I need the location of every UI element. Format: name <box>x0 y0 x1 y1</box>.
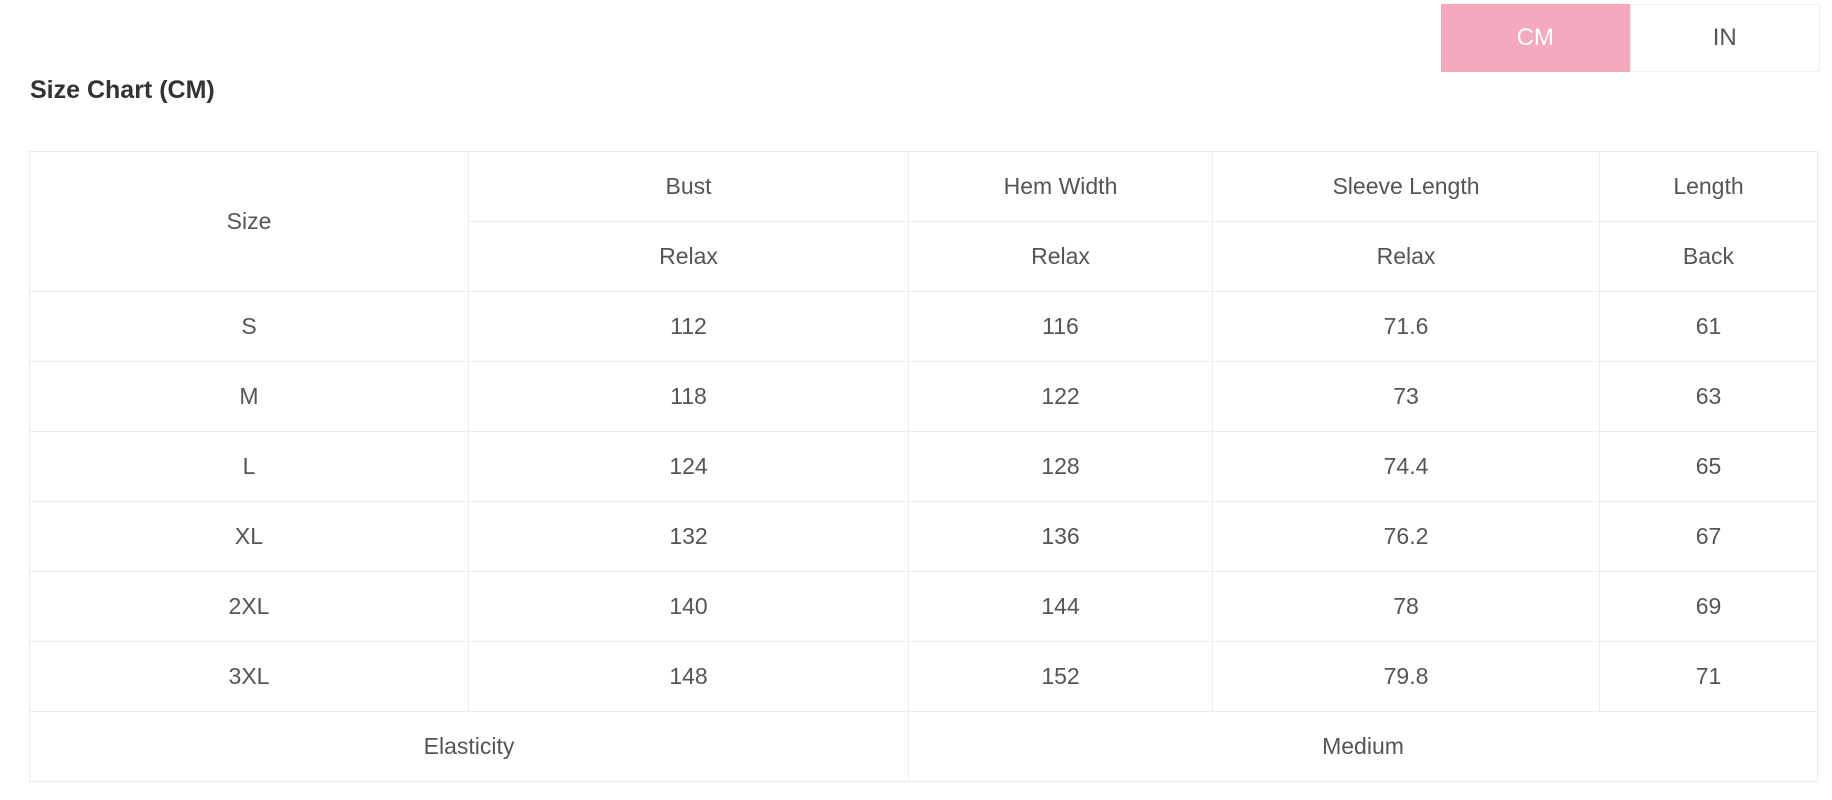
size-chart-table: Size Bust Hem Width Sleeve Length Length… <box>29 151 1818 782</box>
value-cell: 118 <box>468 361 909 432</box>
value-cell: 71 <box>1599 641 1818 712</box>
unit-cm-button[interactable]: CM <box>1441 4 1630 72</box>
elasticity-value: Medium <box>908 711 1818 782</box>
size-cell: 3XL <box>29 641 469 712</box>
value-cell: 122 <box>908 361 1213 432</box>
column-subheader: Back <box>1599 221 1818 292</box>
unit-toggle: CM IN <box>1441 4 1820 72</box>
value-cell: 78 <box>1212 571 1600 642</box>
size-cell: L <box>29 431 469 502</box>
value-cell: 116 <box>908 291 1213 362</box>
value-cell: 73 <box>1212 361 1600 432</box>
elasticity-label: Elasticity <box>29 711 909 782</box>
size-cell: XL <box>29 501 469 572</box>
column-header: Bust <box>468 151 909 222</box>
value-cell: 140 <box>468 571 909 642</box>
value-cell: 63 <box>1599 361 1818 432</box>
table-row: S 112 116 71.6 61 <box>29 291 1818 362</box>
value-cell: 67 <box>1599 501 1818 572</box>
value-cell: 69 <box>1599 571 1818 642</box>
column-subheader: Relax <box>1212 221 1600 292</box>
column-subheader: Relax <box>908 221 1213 292</box>
value-cell: 76.2 <box>1212 501 1600 572</box>
table-row: 2XL 140 144 78 69 <box>29 571 1818 642</box>
table-row: L 124 128 74.4 65 <box>29 431 1818 502</box>
value-cell: 124 <box>468 431 909 502</box>
size-cell: S <box>29 291 469 362</box>
value-cell: 71.6 <box>1212 291 1600 362</box>
elasticity-row: Elasticity Medium <box>29 711 1818 782</box>
value-cell: 144 <box>908 571 1213 642</box>
table-row: M 118 122 73 63 <box>29 361 1818 432</box>
size-cell: 2XL <box>29 571 469 642</box>
column-subheader: Relax <box>468 221 909 292</box>
table-row: XL 132 136 76.2 67 <box>29 501 1818 572</box>
header-row: Size Bust Hem Width Sleeve Length Length <box>29 151 1818 292</box>
value-cell: 132 <box>468 501 909 572</box>
value-cell: 128 <box>908 431 1213 502</box>
table-row: 3XL 148 152 79.8 71 <box>29 641 1818 712</box>
value-cell: 148 <box>468 641 909 712</box>
page-title: Size Chart (CM) <box>30 76 215 104</box>
value-cell: 136 <box>908 501 1213 572</box>
column-header: Hem Width <box>908 151 1213 222</box>
value-cell: 61 <box>1599 291 1818 362</box>
value-cell: 152 <box>908 641 1213 712</box>
value-cell: 112 <box>468 291 909 362</box>
unit-in-button[interactable]: IN <box>1629 4 1820 72</box>
value-cell: 79.8 <box>1212 641 1600 712</box>
value-cell: 74.4 <box>1212 431 1600 502</box>
size-header: Size <box>29 151 469 292</box>
value-cell: 65 <box>1599 431 1818 502</box>
column-header: Sleeve Length <box>1212 151 1600 222</box>
column-header: Length <box>1599 151 1818 222</box>
size-cell: M <box>29 361 469 432</box>
